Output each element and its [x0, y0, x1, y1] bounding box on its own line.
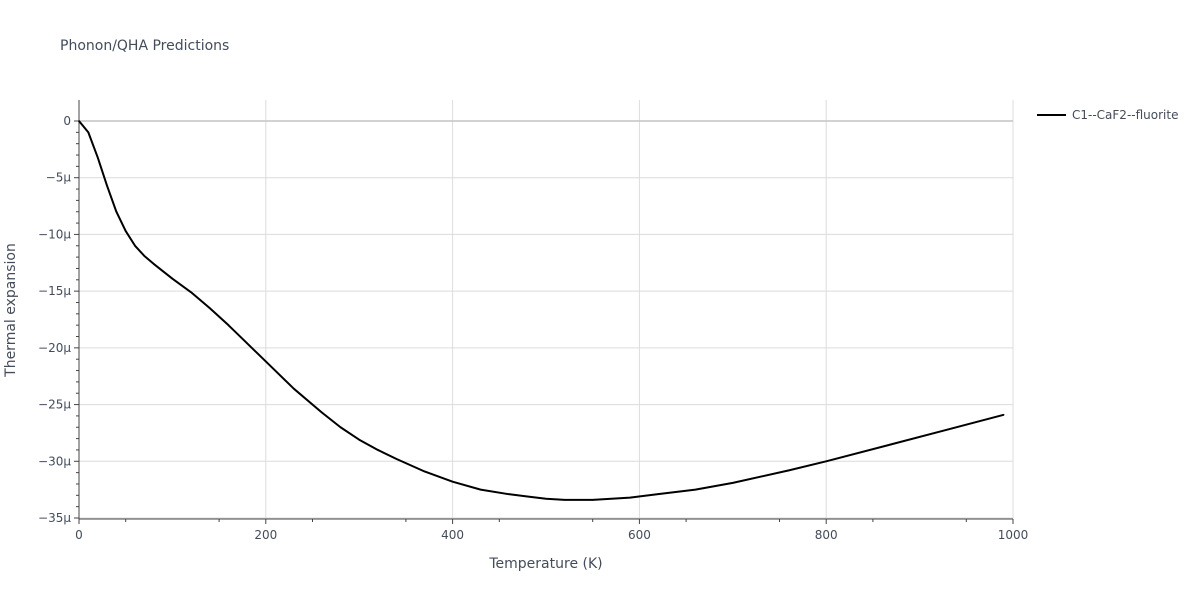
data-point [825, 460, 827, 463]
data-point [246, 342, 248, 345]
data-point [321, 411, 323, 414]
data-point [788, 469, 790, 472]
x-tick-label: 1000 [998, 528, 1029, 542]
data-point [124, 230, 127, 232]
y-tick-label: −20μ [38, 341, 71, 355]
x-tick-label: 400 [441, 528, 464, 542]
y-gridlines [79, 120, 1013, 519]
y-tick-label: −15μ [38, 284, 71, 298]
x-tick-label: 200 [254, 528, 277, 542]
data-point [545, 497, 547, 500]
data-point [526, 495, 529, 498]
data-point [732, 482, 734, 484]
data-point [946, 428, 949, 431]
data-point [507, 493, 510, 495]
data-point [657, 493, 659, 495]
y-tick-label: 0 [63, 114, 71, 128]
chart-title: Phonon/QHA Predictions [60, 38, 229, 54]
series-points [78, 120, 1005, 501]
x-gridlines [265, 100, 1014, 519]
data-point [629, 496, 631, 499]
data-point [152, 263, 155, 265]
data-point [78, 120, 80, 122]
data-point [115, 210, 118, 213]
data-point [293, 387, 295, 390]
data-point [377, 449, 379, 451]
data-point [227, 324, 230, 326]
data-point [479, 488, 482, 491]
x-tick-label: 0 [75, 528, 83, 542]
data-point [694, 488, 697, 491]
y-tick-label: −10μ [38, 227, 71, 241]
data-point [171, 277, 174, 280]
y-axis-title: Thermal expansion [3, 243, 19, 378]
data-point [358, 438, 361, 441]
y-axis-ticks: 0 −5μ −10μ −15μ −20μ −25μ −30μ −35μ [38, 114, 79, 525]
data-point [890, 443, 893, 446]
legend-label: C1--CaF2--fluorite [1072, 108, 1178, 122]
data-point [591, 499, 594, 501]
y-tick-label: −30μ [38, 454, 71, 468]
x-axis-ticks: 0 200 400 600 800 1000 [75, 519, 1028, 542]
data-point [339, 426, 342, 429]
data-point [143, 255, 146, 257]
x-tick-label: 600 [628, 528, 651, 542]
data-point [106, 184, 108, 187]
data-point [451, 480, 454, 483]
y-tick-label: −5μ [46, 171, 72, 185]
data-point [265, 360, 267, 363]
legend[interactable]: C1--CaF2--fluorite [1037, 108, 1178, 122]
data-point [96, 156, 99, 159]
x-tick-label: 800 [815, 528, 838, 542]
data-point [395, 458, 398, 460]
data-point [87, 131, 90, 134]
y-tick-label: −35μ [38, 511, 71, 525]
data-point [1002, 413, 1005, 416]
x-axis-title: Temperature (K) [488, 556, 602, 572]
data-point [190, 291, 192, 294]
series-line-c1-caf2-fluorite [78, 120, 1004, 501]
data-point [563, 499, 566, 501]
data-point [208, 307, 211, 309]
data-point [134, 244, 136, 247]
data-point [423, 470, 426, 473]
y-tick-label: −25μ [38, 398, 71, 412]
